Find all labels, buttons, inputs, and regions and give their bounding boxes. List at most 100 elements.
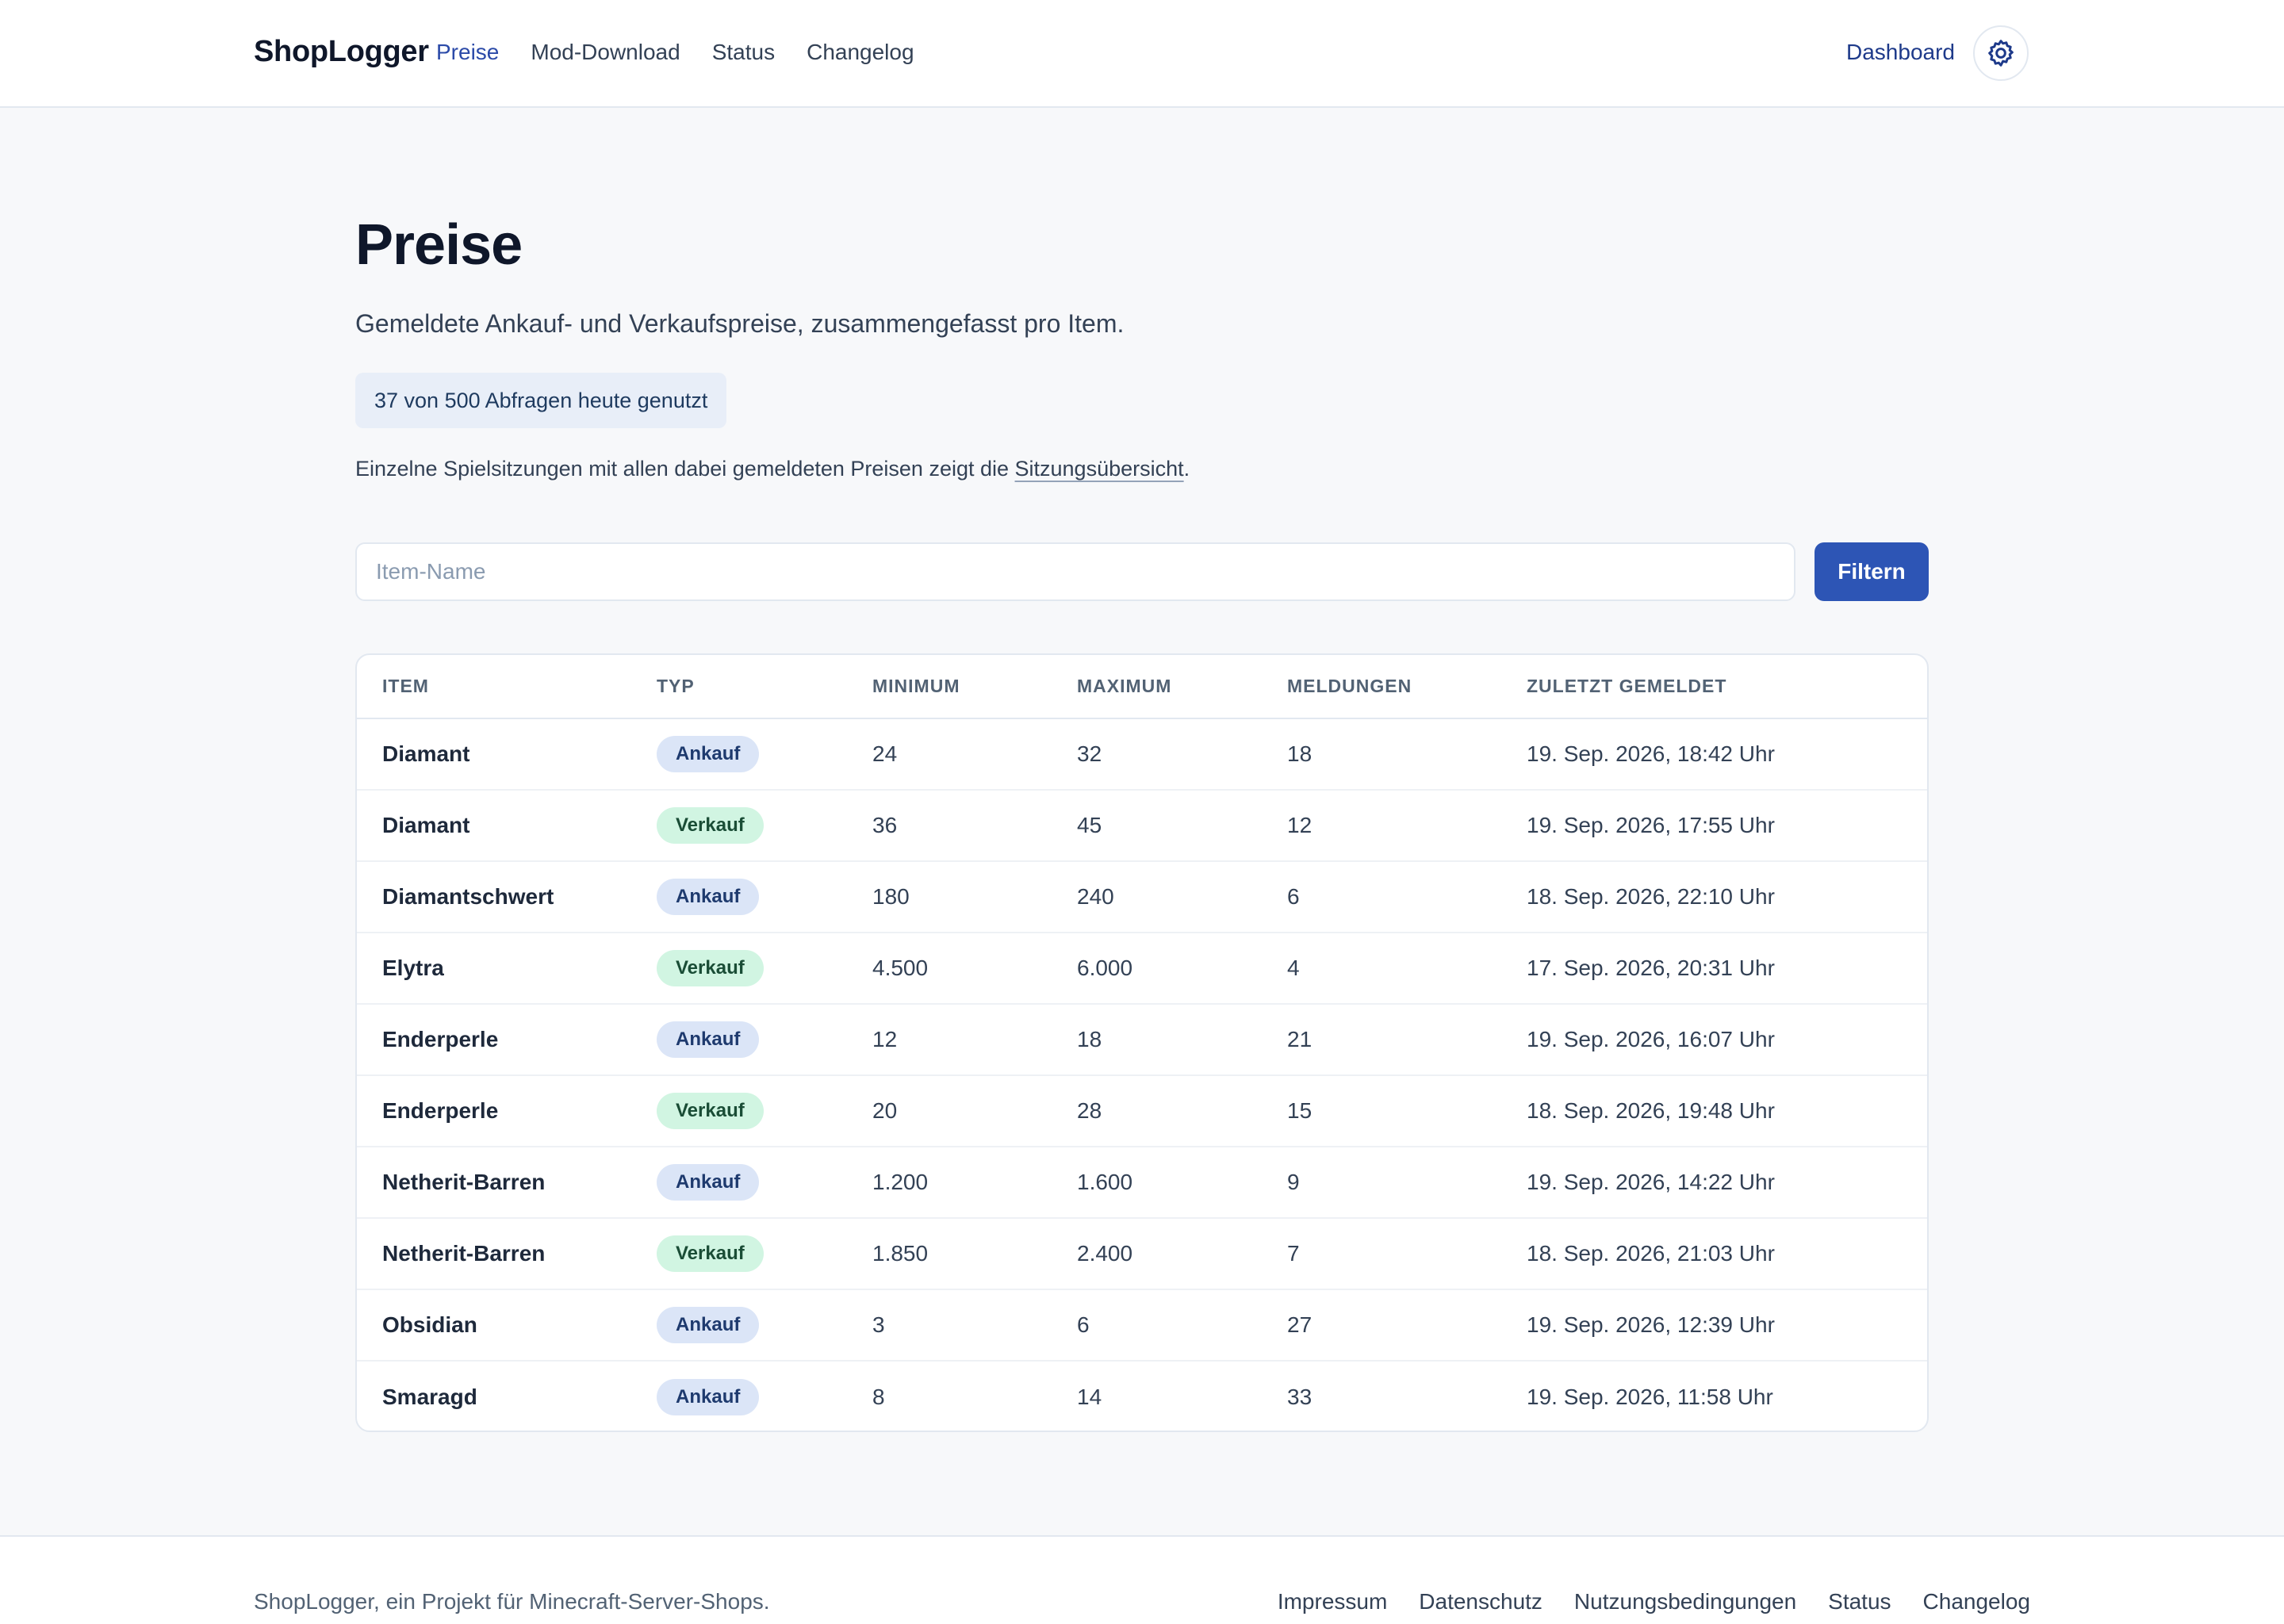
prices-table-card: ITEM TYP MINIMUM MAXIMUM MELDUNGEN ZULET… — [355, 653, 1929, 1432]
table-row: Diamant Ankauf 24 32 18 19. Sep. 2026, 18:42 … — [357, 718, 1927, 790]
last-reported-cell: 19. Sep. 2026, 12:39 Uhr — [1527, 1312, 1775, 1337]
last-reported-cell: 19. Sep. 2026, 11:58 Uhr — [1527, 1384, 1773, 1409]
type-cell: Ankauf — [657, 1147, 872, 1218]
maximum-cell: 1.600 — [1077, 1170, 1133, 1194]
page-subtitle: Gemeldete Ankauf- und Verkaufspreise, zu… — [355, 309, 1125, 338]
maximum-cell: 6 — [1077, 1312, 1090, 1337]
table-header-row: ITEM TYP MINIMUM MAXIMUM MELDUNGEN ZULET… — [357, 655, 1927, 719]
type-badge: Verkauf — [657, 807, 764, 844]
item-cell: Obsidian — [382, 1312, 477, 1337]
maximum-cell: 28 — [1077, 1098, 1102, 1123]
minimum-cell: 12 — [872, 1027, 898, 1051]
minimum-cell: 20 — [872, 1098, 898, 1123]
table-row: Diamant Verkauf 36 45 12 19. Sep. 2026, 17:55… — [357, 790, 1927, 861]
nav-link-mod-download[interactable]: Mod-Download — [531, 40, 680, 64]
col-header-item: ITEM — [357, 655, 657, 719]
type-badge: Ankauf — [657, 1307, 760, 1343]
type-badge: Ankauf — [657, 1164, 760, 1201]
minimum-cell: 3 — [872, 1312, 885, 1337]
type-cell: Ankauf — [657, 1289, 872, 1361]
footer-link-status[interactable]: Status — [1828, 1589, 1891, 1614]
item-cell: Netherit-Barren — [382, 1170, 546, 1194]
meldungen-cell: 15 — [1287, 1098, 1313, 1123]
type-cell: Verkauf — [657, 1075, 872, 1147]
col-header-maximum: MAXIMUM — [1077, 655, 1287, 719]
minimum-cell: 1.850 — [872, 1241, 929, 1266]
footer-link-impressum[interactable]: Impressum — [1277, 1589, 1388, 1614]
meldungen-cell: 21 — [1287, 1027, 1313, 1051]
page-title: Preise — [355, 213, 523, 277]
meldungen-cell: 18 — [1287, 741, 1313, 766]
item-cell: Enderperle — [382, 1027, 499, 1051]
type-badge: Ankauf — [657, 1378, 760, 1415]
brand-logo[interactable]: ShopLogger — [254, 35, 429, 68]
item-cell: Elytra — [382, 956, 444, 980]
hint-text: Einzelne Spielsitzungen mit allen dabei … — [355, 457, 1015, 481]
meldungen-cell: 9 — [1287, 1170, 1300, 1194]
type-cell: Verkauf — [657, 790, 872, 861]
minimum-cell: 180 — [872, 884, 910, 909]
type-cell: Verkauf — [657, 1218, 872, 1289]
item-cell: Diamant — [382, 813, 470, 837]
type-cell: Ankauf — [657, 1004, 872, 1075]
gear-icon — [1988, 40, 2014, 67]
minimum-cell: 8 — [872, 1384, 885, 1409]
meldungen-cell: 6 — [1287, 884, 1300, 909]
session-overview-link[interactable]: Sitzungsübersicht — [1014, 457, 1184, 481]
meldungen-cell: 4 — [1287, 956, 1300, 980]
nav-link-preise[interactable]: Preise — [436, 40, 500, 64]
maximum-cell: 2.400 — [1077, 1241, 1133, 1266]
prices-table: ITEM TYP MINIMUM MAXIMUM MELDUNGEN ZULET… — [357, 655, 1927, 1431]
table-row: Netherit-Barren Verkauf 1.850 2.400 7 18. Sep… — [357, 1218, 1927, 1289]
item-name-input[interactable] — [355, 542, 1795, 601]
table-row: Elytra Verkauf 4.500 6.000 4 17. Sep. 2026, 2… — [357, 933, 1927, 1004]
table-row: Enderperle Verkauf 20 28 15 18. Sep. 2026, 19… — [357, 1075, 1927, 1147]
type-cell: Verkauf — [657, 933, 872, 1004]
nav-link-status[interactable]: Status — [711, 40, 776, 64]
meldungen-cell: 12 — [1287, 813, 1313, 837]
minimum-cell: 4.500 — [872, 956, 929, 980]
type-badge: Verkauf — [657, 1093, 764, 1129]
type-cell: Ankauf — [657, 1361, 872, 1431]
last-reported-cell: 18. Sep. 2026, 22:10 Uhr — [1527, 884, 1775, 909]
footer-link-nutzungsbedingungen[interactable]: Nutzungsbedingungen — [1573, 1589, 1797, 1614]
minimum-cell: 24 — [872, 741, 898, 766]
last-reported-cell: 17. Sep. 2026, 20:31 Uhr — [1527, 956, 1775, 980]
filter-button[interactable]: Filtern — [1815, 542, 1929, 601]
type-badge: Ankauf — [657, 879, 760, 915]
maximum-cell: 32 — [1077, 741, 1102, 766]
type-badge: Ankauf — [657, 736, 760, 772]
type-badge: Ankauf — [657, 1021, 760, 1058]
nav-link-changelog[interactable]: Changelog — [807, 40, 914, 64]
quota-badge: 37 von 500 Abfragen heute genutzt — [355, 373, 727, 428]
footer-links: Impressum Datenschutz Nutzungsbedingunge… — [1278, 1589, 2030, 1614]
top-navigation-bar: ShopLogger Preise Mod-Download Status Ch… — [0, 0, 2284, 108]
last-reported-cell: 19. Sep. 2026, 14:22 Uhr — [1527, 1170, 1775, 1194]
session-hint: Einzelne Spielsitzungen mit allen dabei … — [355, 457, 1190, 481]
hint-period: . — [1183, 457, 1190, 481]
footer-link-changelog[interactable]: Changelog — [1922, 1589, 2030, 1614]
maximum-cell: 45 — [1077, 813, 1102, 837]
table-row: Netherit-Barren Ankauf 1.200 1.600 9 19. Sep.… — [357, 1147, 1927, 1218]
last-reported-cell: 19. Sep. 2026, 16:07 Uhr — [1527, 1027, 1775, 1051]
last-reported-cell: 18. Sep. 2026, 21:03 Uhr — [1527, 1241, 1775, 1266]
col-header-typ: TYP — [657, 655, 872, 719]
settings-button[interactable] — [1973, 25, 2029, 81]
item-cell: Enderperle — [382, 1098, 499, 1123]
item-cell: Netherit-Barren — [382, 1241, 546, 1266]
minimum-cell: 1.200 — [872, 1170, 929, 1194]
page-footer: ShopLogger, ein Projekt für Minecraft-Se… — [0, 1535, 2284, 1624]
dashboard-link[interactable]: Dashboard — [1846, 40, 1955, 64]
meldungen-cell: 27 — [1287, 1312, 1313, 1337]
item-cell: Diamantschwert — [382, 884, 554, 909]
maximum-cell: 240 — [1077, 884, 1114, 909]
last-reported-cell: 19. Sep. 2026, 18:42 Uhr — [1527, 741, 1775, 766]
table-row: Diamantschwert Ankauf 180 240 6 18. Sep. 2026… — [357, 861, 1927, 933]
table-row: Enderperle Ankauf 12 18 21 19. Sep. 2026, 16:… — [357, 1004, 1927, 1075]
col-header-minimum: MINIMUM — [872, 655, 1077, 719]
last-reported-cell: 19. Sep. 2026, 17:55 Uhr — [1527, 813, 1775, 837]
type-cell: Ankauf — [657, 861, 872, 933]
type-cell: Ankauf — [657, 718, 872, 790]
footer-link-datenschutz[interactable]: Datenschutz — [1419, 1589, 1542, 1614]
meldungen-cell: 7 — [1287, 1241, 1300, 1266]
